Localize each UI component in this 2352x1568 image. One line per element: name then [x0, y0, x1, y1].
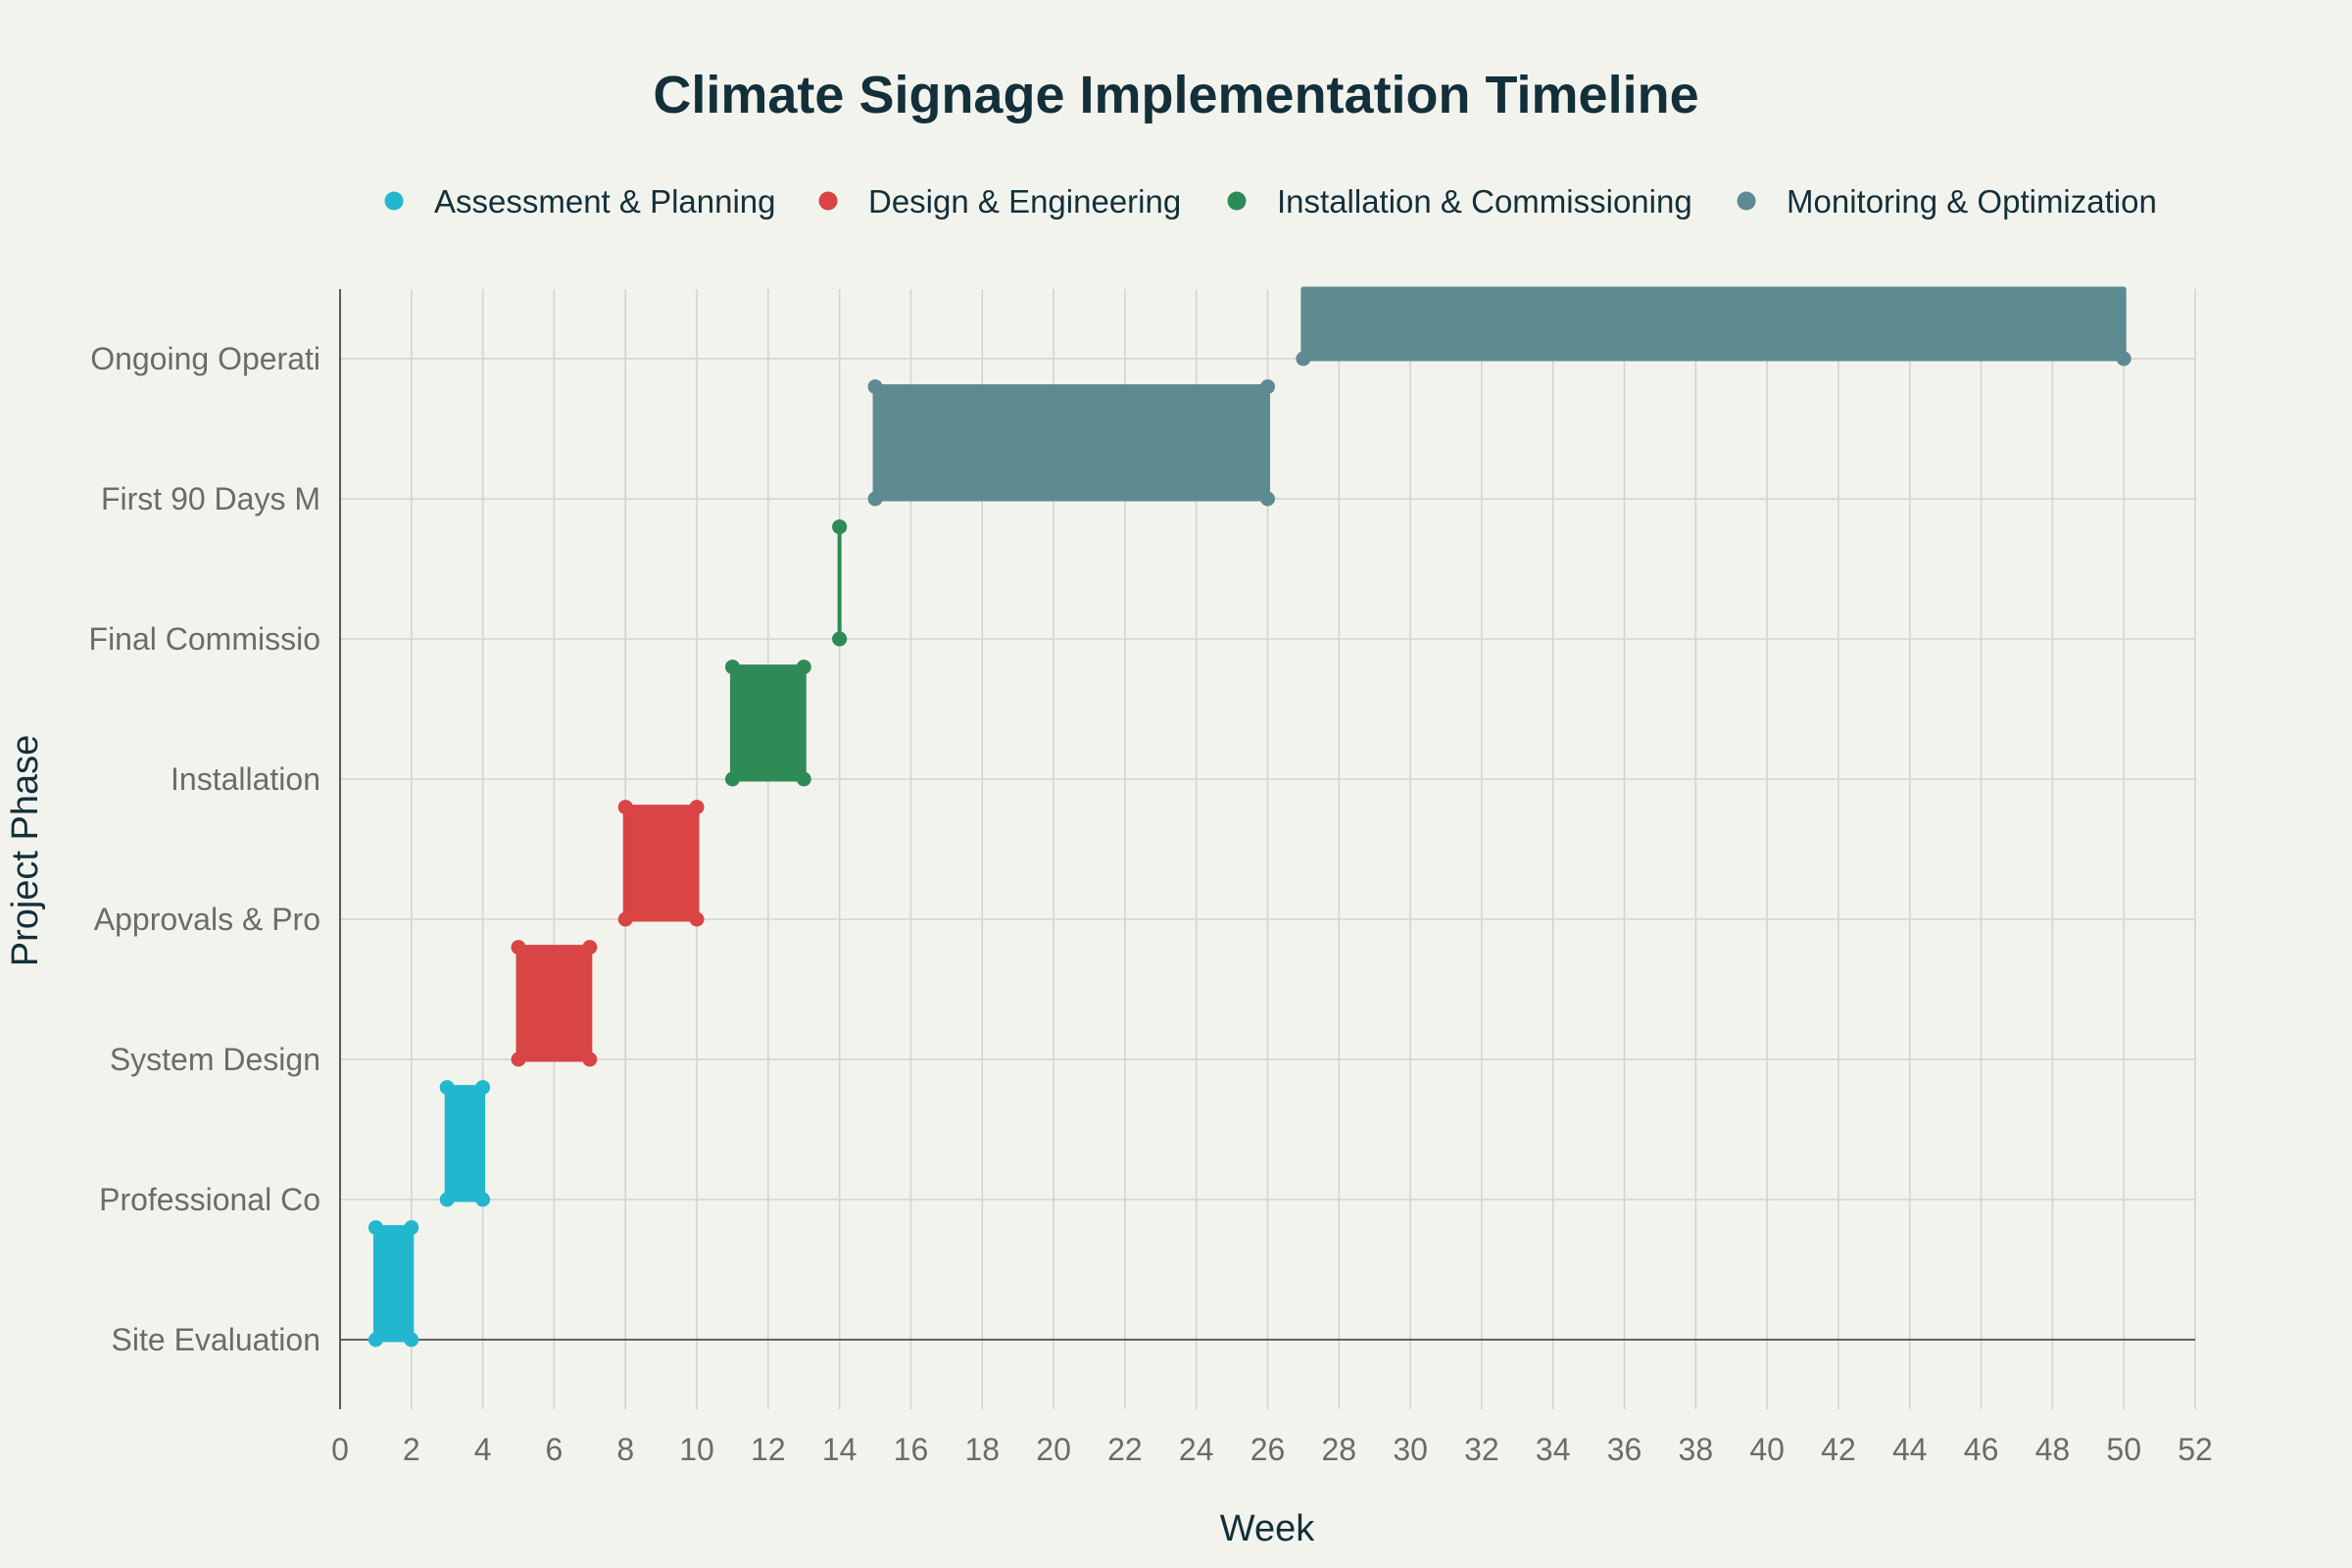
x-tick-label: 42 — [1821, 1432, 1856, 1467]
bar-vertex-marker — [1296, 351, 1311, 367]
task-bar-installation — [724, 660, 811, 787]
x-tick-label: 2 — [403, 1432, 420, 1467]
y-tick-label: First 90 Days M — [101, 481, 320, 516]
x-tick-label: 44 — [1892, 1432, 1928, 1467]
bar-vertex-marker — [867, 491, 883, 507]
task-bar-final-commissio — [832, 519, 848, 647]
x-tick-label: 8 — [616, 1432, 634, 1467]
x-tick-label: 6 — [546, 1432, 564, 1467]
y-tick-label: Approvals & Pro — [94, 902, 320, 937]
bar-fill — [444, 1085, 486, 1202]
legend-item-design-and-engineering: Design & Engineering — [818, 183, 1181, 220]
y-tick-label: Final Commissio — [89, 621, 320, 657]
x-tick-label: 20 — [1036, 1432, 1071, 1467]
legend-label: Design & Engineering — [868, 183, 1181, 220]
bar-vertex-marker — [689, 800, 705, 815]
bar-vertex-marker — [582, 1052, 598, 1067]
x-tick-label: 26 — [1250, 1432, 1286, 1467]
x-tick-label: 46 — [1964, 1432, 1999, 1467]
bar-vertex-marker — [796, 771, 811, 787]
task-bar-site-evaluation — [368, 1220, 419, 1348]
x-tick-label: 28 — [1322, 1432, 1357, 1467]
x-tick-label: 40 — [1749, 1432, 1785, 1467]
x-tick-label: 38 — [1679, 1432, 1714, 1467]
x-axis-ticks: 0 2 4 6 8 10 12 14 16 18 20 22 24 26 28 30 32 34 36 38 40 42 4… — [331, 1432, 2213, 1467]
bar-vertex-marker — [617, 800, 633, 815]
bar-vertex-marker — [475, 1192, 491, 1207]
legend-label: Installation & Commissioning — [1277, 183, 1692, 220]
bar-fill — [1300, 286, 2127, 362]
bar-vertex-marker — [724, 660, 740, 675]
x-tick-label: 18 — [964, 1432, 1000, 1467]
x-tick-label: 4 — [474, 1432, 492, 1467]
bar-vertex-marker — [475, 1080, 491, 1096]
x-tick-label: 24 — [1179, 1432, 1214, 1467]
y-tick-label: Site Evaluation — [112, 1322, 320, 1357]
bar-vertex-marker — [439, 1192, 455, 1207]
y-axis-title: Project Phase — [5, 735, 46, 967]
legend-label: Assessment & Planning — [434, 183, 776, 220]
task-bar-system-design — [511, 940, 598, 1067]
legend-marker — [1737, 191, 1756, 211]
task-bar-approvals-and-pro — [617, 800, 705, 927]
bar-vertex-marker — [511, 940, 526, 956]
bar-vertex-marker — [617, 911, 633, 927]
x-tick-label: 0 — [331, 1432, 349, 1467]
x-tick-label: 10 — [679, 1432, 714, 1467]
bar-vertex-marker — [404, 1220, 419, 1236]
bar-vertex-marker — [832, 631, 848, 647]
x-tick-label: 30 — [1393, 1432, 1428, 1467]
x-tick-label: 16 — [894, 1432, 929, 1467]
chart-title: Climate Signage Implementation Timeline — [653, 66, 1698, 124]
bar-vertex-marker — [1260, 379, 1275, 395]
y-tick-label: Installation — [171, 761, 320, 797]
bar-fill — [872, 384, 1270, 502]
legend-item-assessment-and-planning: Assessment & Planning — [384, 183, 776, 220]
bar-fill — [372, 1225, 415, 1343]
x-tick-label: 34 — [1536, 1432, 1571, 1467]
bar-vertex-marker — [867, 379, 883, 395]
bar-vertex-marker — [368, 1220, 383, 1236]
legend-item-installation-and-commissioning: Installation & Commissioning — [1227, 183, 1692, 220]
legend-marker — [384, 191, 404, 211]
x-tick-label: 36 — [1607, 1432, 1642, 1467]
task-bars — [368, 286, 2132, 1348]
bar-vertex-marker — [439, 1080, 455, 1096]
legend: Assessment & Planning Design & Engineerin… — [384, 183, 2157, 220]
bar-vertex-marker — [582, 940, 598, 956]
bar-fill — [729, 664, 807, 782]
bar-vertex-marker — [796, 660, 811, 675]
legend-marker — [818, 191, 838, 211]
task-bar-professional-co — [439, 1080, 491, 1207]
bar-vertex-marker — [404, 1332, 419, 1348]
y-tick-label: Professional Co — [99, 1182, 320, 1217]
legend-label: Monitoring & Optimization — [1787, 183, 2157, 220]
bar-vertex-marker — [724, 771, 740, 787]
y-tick-label: Ongoing Operati — [90, 341, 320, 376]
bar-vertex-marker — [511, 1052, 526, 1067]
y-tick-label: System Design — [110, 1042, 320, 1077]
bar-vertex-marker — [1260, 491, 1275, 507]
x-tick-label: 14 — [822, 1432, 858, 1467]
bar-fill — [515, 945, 593, 1062]
bar-vertex-marker — [368, 1332, 383, 1348]
x-tick-label: 52 — [2178, 1432, 2213, 1467]
legend-item-monitoring-and-optimization: Monitoring & Optimization — [1737, 183, 2157, 220]
x-tick-label: 48 — [2035, 1432, 2071, 1467]
x-tick-label: 50 — [2106, 1432, 2141, 1467]
x-tick-label: 22 — [1107, 1432, 1143, 1467]
y-axis-ticks: Site Evaluation Professional Co System Des… — [89, 341, 320, 1357]
x-axis-title: Week — [1220, 1508, 1315, 1549]
task-bar-first-90-days-m — [867, 379, 1275, 507]
bar-fill — [622, 805, 700, 922]
bar-vertex-marker — [2116, 351, 2132, 367]
bar-vertex-marker — [832, 519, 848, 535]
bar-vertex-marker — [689, 911, 705, 927]
legend-marker — [1227, 191, 1247, 211]
task-bar-ongoing-operati — [1296, 286, 2132, 367]
x-tick-label: 12 — [751, 1432, 786, 1467]
x-tick-label: 32 — [1464, 1432, 1499, 1467]
